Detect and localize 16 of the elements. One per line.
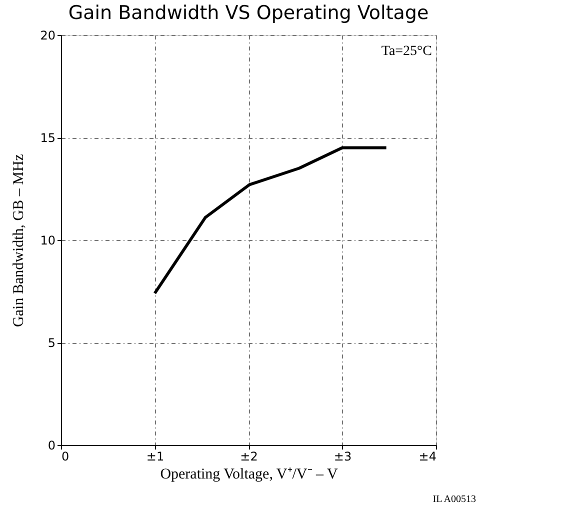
chart-title: Gain Bandwidth VS Operating Voltage	[68, 2, 429, 24]
x-tick-label: 0	[62, 450, 70, 464]
y-tick-label: 0	[48, 438, 56, 452]
line-series	[153, 146, 388, 295]
y-tick-label: 5	[48, 336, 56, 350]
text: IL A00513	[432, 494, 476, 505]
annotation: Ta=25°C	[381, 44, 432, 59]
x-tick-label: ±3	[334, 450, 352, 464]
x-tick-label: ±1	[146, 450, 164, 464]
x-tick-label: ±2	[240, 450, 258, 464]
x-axis-title: Operating Voltage, V⁺/V⁻ – V	[160, 466, 338, 482]
y-axis-title: Gain Bandwidth, GB – MHz	[11, 154, 28, 327]
x-tick-label: ±4	[418, 450, 436, 464]
y-tick-label: 20	[40, 28, 56, 42]
y-tick-label: 10	[40, 234, 56, 248]
y-tick-label: 15	[40, 131, 56, 145]
